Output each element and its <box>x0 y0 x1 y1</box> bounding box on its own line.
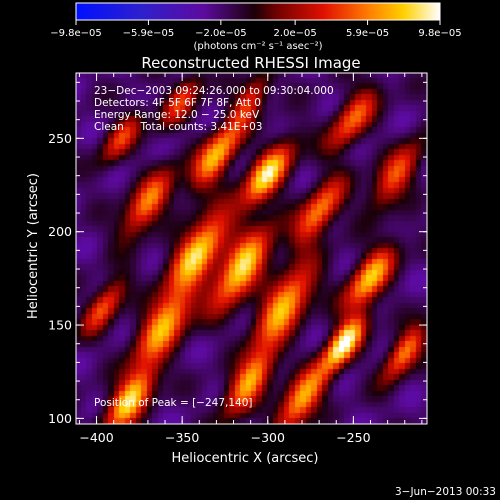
colorbar-tick-label: −5.9e−05 <box>123 28 175 39</box>
colorbar-tick-label: 2.0e−05 <box>274 28 317 39</box>
y-tick-label: 200 <box>48 224 72 239</box>
plot-frame <box>75 72 428 425</box>
annotation-clean: Clean Total counts: 3.41E+03 <box>94 121 263 133</box>
colorbar-unit-label: (photons cm⁻² s⁻¹ asec⁻²) <box>193 41 322 52</box>
x-tick-label: −300 <box>251 430 285 445</box>
colorbar <box>75 2 441 21</box>
x-tick-label: −350 <box>165 430 199 445</box>
colorbar-tick-label: −9.8e−05 <box>50 28 102 39</box>
colorbar-tick-label: 5.9e−05 <box>346 28 389 39</box>
y-tick-label: 100 <box>48 411 72 426</box>
colorbar-tick-label: 9.8e−05 <box>418 28 461 39</box>
axes: −400 −350 −300 −250 100 150 200 250 <box>48 73 427 445</box>
date-stamp: 3−Jun−2013 00:33 <box>395 486 496 498</box>
annotation-detectors: Detectors: 4F 5F 6F 7F 8F, Att 0 <box>94 97 261 109</box>
chart-title: Reconstructed RHESSI Image <box>141 54 360 72</box>
y-tick-label: 250 <box>48 131 72 146</box>
heatmap-area <box>76 73 427 424</box>
annotation-peak: Position of Peak = [−247,140] <box>94 397 253 409</box>
annotation-time: 23−Dec−2003 09:24:26.000 to 09:30:04.000 <box>94 85 334 97</box>
annotation-energy: Energy Range: 12.0 − 25.0 keV <box>94 109 260 121</box>
y-axis-label: Heliocentric Y (arcsec) <box>26 173 41 319</box>
colorbar-tick-label: −2.0e−05 <box>195 28 247 39</box>
x-tick-label: −250 <box>336 430 370 445</box>
x-tick-label: −400 <box>79 430 113 445</box>
y-tick-label: 150 <box>48 318 72 333</box>
x-axis-label: Heliocentric X (arcsec) <box>172 451 319 466</box>
colorbar-ticks: −9.8e−05 −5.9e−05 −2.0e−05 2.0e−05 5.9e−05 9.… <box>50 20 462 39</box>
